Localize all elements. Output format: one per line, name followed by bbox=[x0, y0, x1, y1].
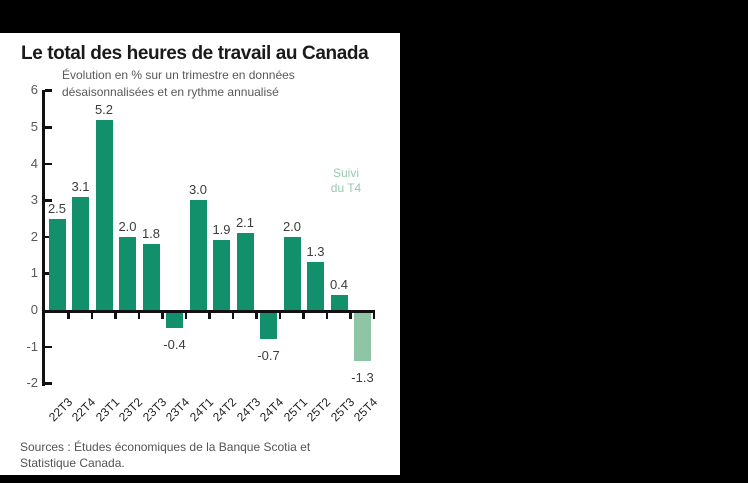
highlight-annotation: Suivi du T4 bbox=[318, 166, 374, 196]
bar-forecast bbox=[354, 313, 371, 361]
y-axis-line bbox=[42, 90, 45, 387]
bar bbox=[119, 236, 136, 310]
x-axis-tick bbox=[325, 313, 329, 319]
bar-value-label: -0.7 bbox=[257, 347, 280, 363]
bar bbox=[166, 313, 183, 328]
chart-subtitle-line1: Évolution en % sur un trimestre en donné… bbox=[62, 68, 295, 82]
bar-value-label: -1.3 bbox=[351, 369, 374, 385]
x-axis-line bbox=[42, 310, 375, 313]
bar bbox=[307, 262, 324, 310]
bar bbox=[142, 244, 160, 310]
x-axis-label: 23T2 bbox=[116, 395, 146, 425]
x-axis-label: 25T1 bbox=[280, 395, 310, 425]
x-axis-label: 22T3 bbox=[45, 395, 75, 425]
x-axis-tick bbox=[161, 313, 164, 319]
y-axis-tick bbox=[45, 382, 52, 385]
x-axis-label: 25T4 bbox=[351, 395, 381, 425]
bar bbox=[283, 236, 301, 310]
y-axis-tick-label: 0 bbox=[30, 302, 38, 317]
bar bbox=[72, 196, 89, 310]
bar bbox=[330, 295, 348, 310]
x-axis-tick bbox=[349, 313, 352, 319]
x-axis-label: 25T2 bbox=[304, 395, 334, 425]
bar-value-label: -0.4 bbox=[163, 336, 186, 352]
y-axis-tick-label: -1 bbox=[26, 338, 38, 354]
source-note-line1: Sources : Études économiques de la Banqu… bbox=[20, 440, 311, 454]
y-axis-tick bbox=[45, 162, 52, 166]
source-note-line2: Statistique Canada. bbox=[20, 456, 125, 470]
bar-value-label: 0.4 bbox=[329, 277, 349, 293]
y-axis-tick-label: 2 bbox=[30, 228, 38, 244]
y-axis-tick bbox=[45, 89, 52, 92]
y-axis-tick-label: -2 bbox=[26, 375, 38, 391]
source-note: Sources : Études économiques de la Banqu… bbox=[20, 439, 310, 471]
x-axis-label: 24T3 bbox=[233, 395, 263, 425]
chart-subtitle-line2: désaisonnalisées et en rythme annualisé bbox=[62, 85, 279, 99]
highlight-annotation-line1: Suivi bbox=[332, 166, 359, 180]
x-axis-tick bbox=[372, 313, 376, 319]
x-axis-label: 23T3 bbox=[139, 395, 169, 425]
chart-title: Le total des heures de travail au Canada bbox=[21, 43, 369, 64]
bar-value-label: 1.8 bbox=[141, 226, 161, 242]
bar-value-label: 2.0 bbox=[282, 218, 302, 234]
bar-value-label: 5.2 bbox=[94, 101, 114, 117]
bar-chart-plot: 6 5 4 3 2 1 0 -1 -2 2.5 22T3 3.1 22T4 5.2 23T1 2.0 23T2 1… bbox=[0, 33, 400, 475]
bar-value-label: 3.0 bbox=[188, 182, 208, 198]
x-axis-tick bbox=[90, 313, 94, 319]
x-axis-label: 25T3 bbox=[327, 395, 357, 425]
bar-value-label: 2.5 bbox=[47, 200, 67, 216]
x-axis-label: 23T1 bbox=[92, 395, 122, 425]
chart-panel: Le total des heures de travail au Canada… bbox=[0, 33, 400, 475]
bar-value-label: 2.0 bbox=[118, 218, 137, 234]
bar-value-label: 1.3 bbox=[306, 244, 325, 260]
x-axis-label: 23T4 bbox=[163, 395, 193, 425]
bar-value-label: 2.1 bbox=[235, 215, 255, 231]
y-axis-tick bbox=[45, 126, 52, 129]
x-axis-label: 24T4 bbox=[257, 395, 287, 425]
x-axis-tick bbox=[114, 313, 117, 319]
x-axis-tick bbox=[67, 313, 70, 319]
y-axis-tick-label: 5 bbox=[30, 119, 38, 134]
highlight-annotation-line2: du T4 bbox=[330, 181, 362, 195]
x-axis-tick bbox=[184, 313, 188, 319]
y-axis-tick bbox=[45, 199, 52, 202]
y-axis-tick-label: 3 bbox=[30, 192, 38, 208]
bar bbox=[236, 233, 254, 310]
x-axis-label: 24T1 bbox=[186, 395, 216, 425]
y-axis-tick-label: 4 bbox=[30, 155, 38, 171]
x-axis-label: 24T2 bbox=[210, 395, 240, 425]
bar bbox=[260, 313, 277, 339]
x-axis-tick bbox=[231, 313, 235, 319]
chart-subtitle: Évolution en % sur un trimestre en donné… bbox=[62, 67, 295, 101]
y-axis-tick bbox=[45, 345, 52, 349]
bar bbox=[95, 119, 113, 310]
x-axis-tick bbox=[208, 313, 211, 319]
x-axis-tick bbox=[302, 313, 305, 319]
bar bbox=[48, 218, 66, 310]
x-axis-tick bbox=[137, 313, 141, 319]
x-axis-tick bbox=[278, 313, 282, 319]
bar-value-label: 1.9 bbox=[212, 222, 231, 238]
x-axis-tick bbox=[255, 313, 258, 319]
bar bbox=[189, 200, 207, 310]
bar bbox=[213, 240, 230, 310]
x-axis-label: 22T4 bbox=[69, 395, 99, 425]
bar-value-label: 3.1 bbox=[71, 178, 90, 194]
y-axis-tick-label: 1 bbox=[30, 265, 38, 281]
y-axis-tick-label: 6 bbox=[30, 82, 38, 98]
